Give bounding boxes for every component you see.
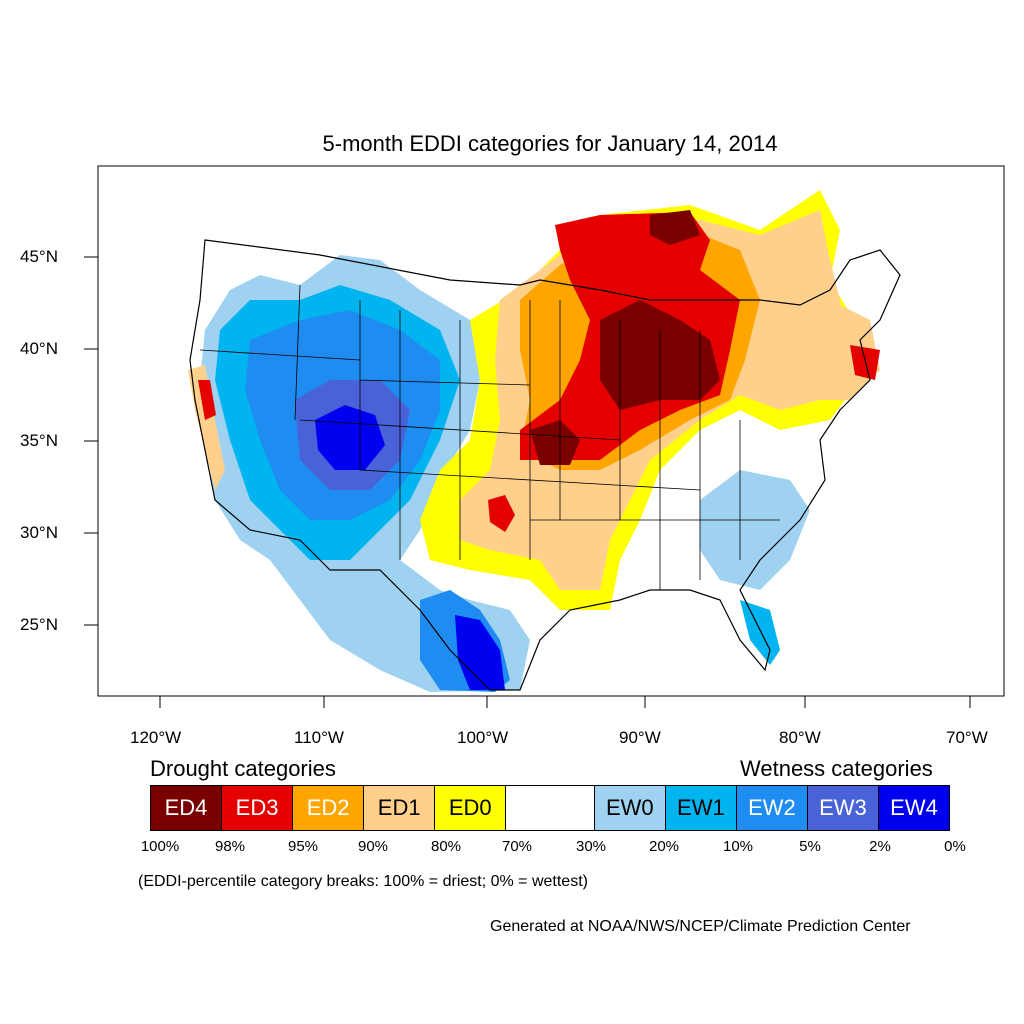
credit-line: Generated at NOAA/NWS/NCEP/Climate Predi…: [490, 918, 911, 935]
lon-label-80: 80°W: [779, 728, 821, 747]
lon-label-110: 110°W: [294, 728, 344, 747]
legend-cell-ew0: EW0: [594, 786, 666, 830]
pct-label: 98%: [214, 838, 246, 855]
lat-label-35: 35°N: [20, 431, 58, 450]
region-west-ew4: [315, 405, 385, 470]
region-texas-ed3: [488, 495, 515, 532]
lon-label-100: 100°W: [457, 728, 509, 747]
pct-label: 80%: [430, 838, 462, 855]
region-california-ed1: [188, 365, 225, 490]
region-texas-ew4: [455, 615, 505, 690]
wetness-heading: Wetness categories: [740, 756, 933, 781]
legend-cell-ed2: ED2: [293, 786, 365, 830]
boundaries: [189, 239, 901, 691]
lat-label-30: 30°N: [20, 523, 58, 542]
pct-label: 2%: [869, 838, 891, 855]
pct-label: 90%: [357, 838, 389, 855]
lon-label-70: 70°W: [946, 728, 988, 747]
legend-cell-ed0: ED0: [435, 786, 507, 830]
lat-label-45: 45°N: [20, 247, 58, 266]
category-note: (EDDI-percentile category breaks: 100% =…: [138, 873, 588, 890]
lat-ticks: [84, 256, 98, 626]
region-central-ed4: [530, 210, 720, 465]
lat-label-40: 40°N: [20, 339, 58, 358]
legend-bar: ED4 ED3 ED2 ED1 ED0 EW0 EW1 EW2 EW3 EW4: [150, 785, 950, 831]
lon-ticks: [159, 696, 971, 708]
legend-cell-normal: [506, 786, 595, 830]
drought-heading: Drought categories: [150, 756, 336, 781]
legend-cell-ew4: EW4: [878, 786, 950, 830]
legend-cell-ew3: EW3: [807, 786, 879, 830]
region-northeast-ed3: [850, 345, 880, 380]
map-frame: [97, 165, 1005, 697]
pct-label: 10%: [722, 838, 754, 855]
map-title: 5-month EDDI categories for January 14, …: [322, 131, 778, 156]
pct-label: 100%: [140, 838, 180, 855]
legend-cell-ew1: EW1: [665, 786, 737, 830]
pct-label: 30%: [575, 838, 607, 855]
lon-label-90: 90°W: [619, 728, 661, 747]
pct-label: 5%: [799, 838, 821, 855]
region-california-ed3: [198, 380, 216, 420]
state-lines: [199, 284, 780, 590]
lon-label-120: 120°W: [130, 728, 182, 747]
legend-cell-ed1: ED1: [364, 786, 436, 830]
legend-cell-ed4: ED4: [151, 786, 223, 830]
legend-cell-ew2: EW2: [736, 786, 808, 830]
pct-label: 95%: [287, 838, 319, 855]
pct-label: 20%: [648, 838, 680, 855]
pct-label: 70%: [501, 838, 533, 855]
lat-label-25: 25°N: [20, 615, 58, 634]
region-southeast-ew1: [700, 470, 810, 590]
legend-cell-ed3: ED3: [222, 786, 294, 830]
us-outline: [189, 239, 901, 691]
pct-label: 0%: [944, 838, 966, 855]
